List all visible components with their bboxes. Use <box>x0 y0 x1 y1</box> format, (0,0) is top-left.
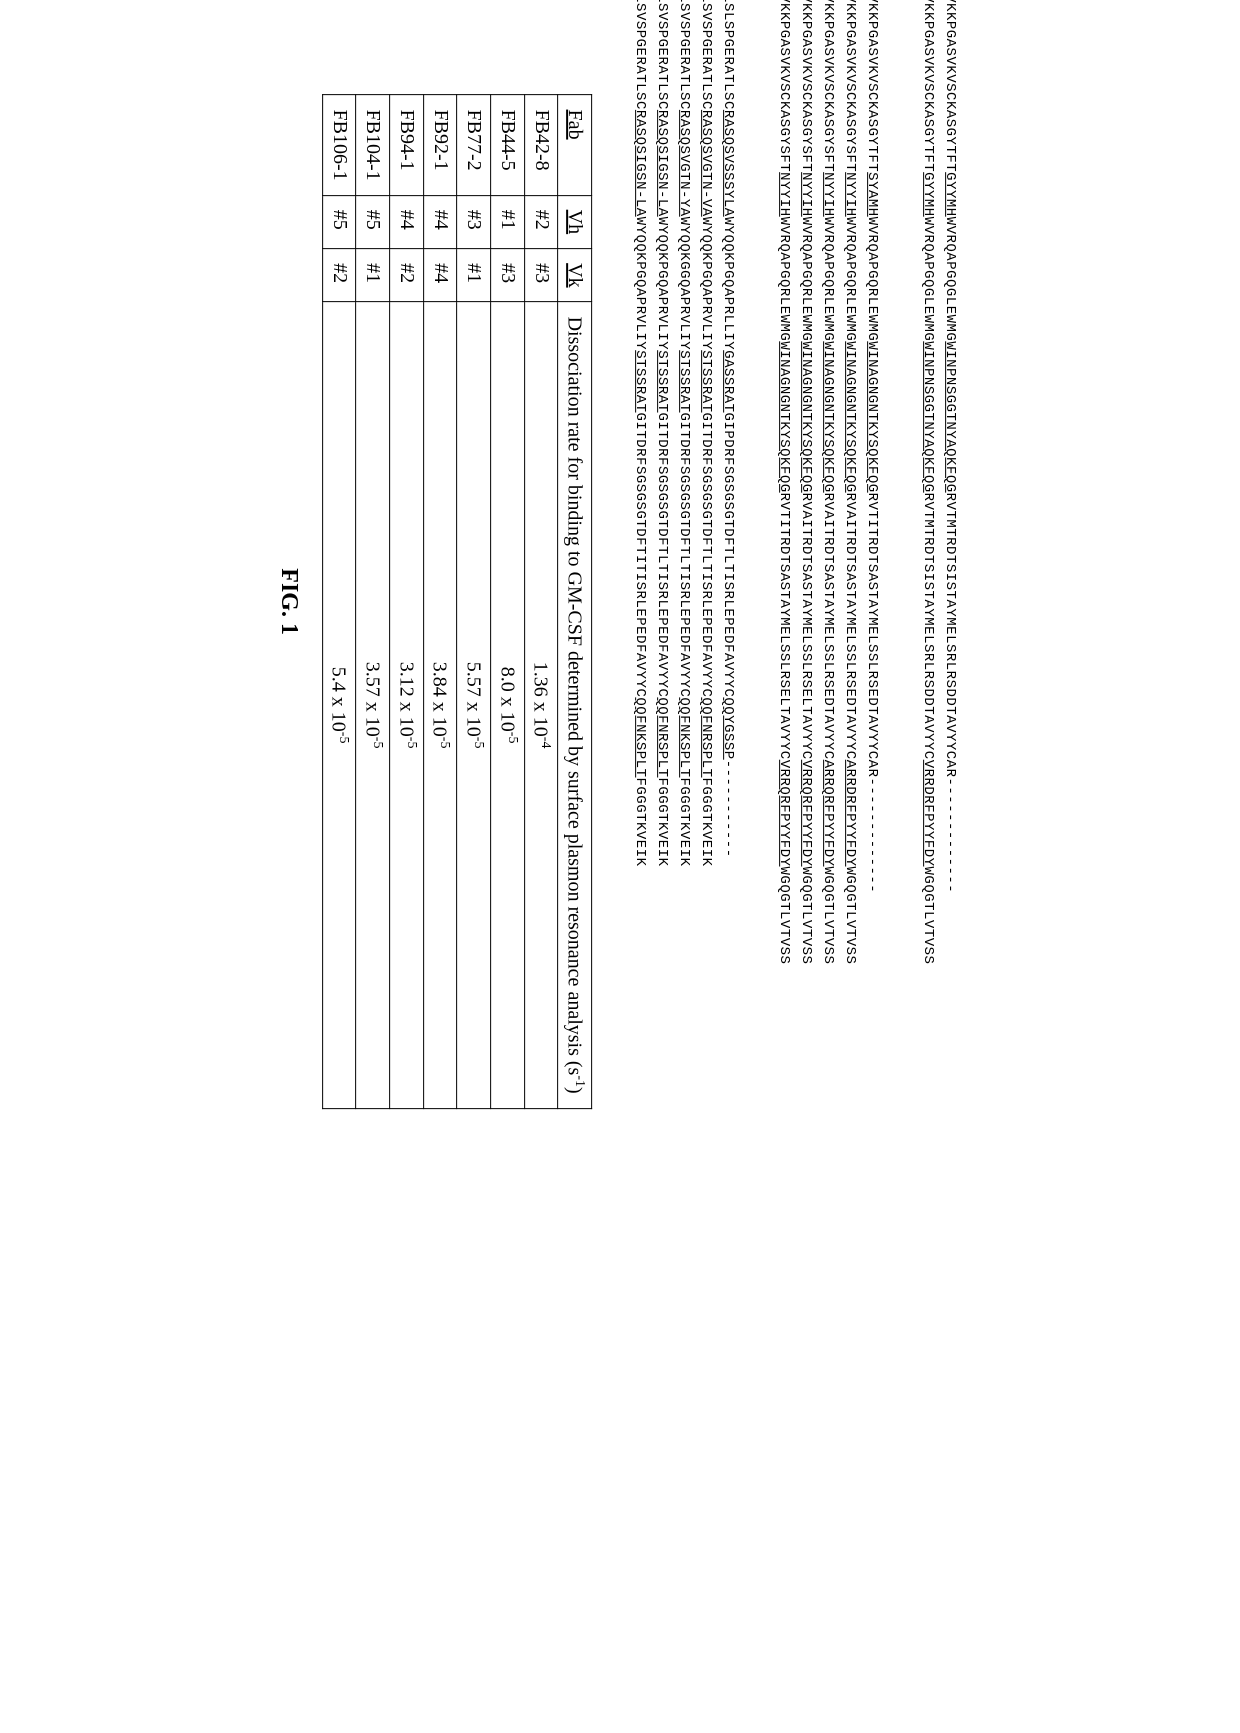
cell-dissociation: 1.36 x 10-4 <box>524 302 558 1108</box>
cell-vh: #2 <box>524 195 558 248</box>
cell-dissociation: 3.12 x 10-5 <box>390 302 424 1108</box>
cell-dissociation: 3.84 x 10-5 <box>423 302 457 1108</box>
sequence-group: VH1 1-03QVQLVQSGAEVKKPGASVKVSCKASGYTFTSY… <box>776 0 880 1418</box>
cell-dissociation: 3.57 x 10-5 <box>356 302 390 1108</box>
sequence-row: VK#1EIVLTQSPATLSVSPGERATLSCRASQSVGTN-VAW… <box>698 0 714 1418</box>
cell-vk: #3 <box>491 249 525 302</box>
table-row: FB94-1#4#23.12 x 10-5 <box>390 95 424 1108</box>
cell-dissociation: 5.57 x 10-5 <box>457 302 491 1108</box>
sequence-text: EIVLTQSPATLSVSPGERATLSCRASQSIGSN-LAWYQQK… <box>654 0 670 1418</box>
sequence-row: VH1 1-02QVQLVQSGAEVKKPGASVKVSCKASGYTFTGY… <box>942 0 958 1418</box>
cell-vh: #5 <box>356 195 390 248</box>
cell-vh: #1 <box>491 195 525 248</box>
col-dissociation: Dissociation rate for binding to GM-CSF … <box>558 302 592 1108</box>
sequence-text: QVQLVQSGAEVKKPGASVKVSCKASGYSFTNYYIHWVRQA… <box>798 0 814 1418</box>
sequence-group: VKIII A27EIVLTQSPGTLSLSPGERATLSCRASQSVSS… <box>632 0 736 1418</box>
cell-fab: FB94-1 <box>390 95 424 195</box>
table-row: FB104-1#5#13.57 x 10-5 <box>356 95 390 1108</box>
table-body: FB42-8#2#31.36 x 10-4FB44-5#1#38.0 x 10-… <box>322 95 558 1108</box>
cell-fab: FB77-2 <box>457 95 491 195</box>
cell-dissociation: 5.4 x 10-5 <box>322 302 356 1108</box>
cell-vk: #4 <box>423 249 457 302</box>
sequence-row: VK#3EIVLTQSPATLSVSPGERATLSCRASQSIGSN-LAW… <box>654 0 670 1418</box>
sequence-row: VH#2QVQLVQSGAEVKKPGASVKVSCKASGYSFTNYYIHW… <box>842 0 858 1418</box>
cell-fab: FB42-8 <box>524 95 558 195</box>
sequence-text: EIVLTQSPATLSVSPGERATLSCRASQSVGTN-YAWYQQK… <box>676 0 692 1418</box>
sequence-row: VKIII A27EIVLTQSPGTLSLSPGERATLSCRASQSVSS… <box>720 0 736 1418</box>
cell-dissociation: 8.0 x 10-5 <box>491 302 525 1108</box>
sequence-row: VH#5QVQLVQSGAEVKKPGASVKVSCKASGYSFTNYYIHW… <box>776 0 792 1418</box>
table-row: FB106-1#5#25.4 x 10-5 <box>322 95 356 1108</box>
cell-vh: #3 <box>457 195 491 248</box>
sequence-group: VH1 1-02QVQLVQSGAEVKKPGASVKVSCKASGYTFTGY… <box>920 0 958 1418</box>
sequence-row: VH1 1-03QVQLVQSGAEVKKPGASVKVSCKASGYTFTSY… <box>864 0 880 1418</box>
cell-vk: #2 <box>322 249 356 302</box>
cell-fab: FB44-5 <box>491 95 525 195</box>
figure-caption: FIG. 1 <box>275 0 302 1418</box>
sequence-text: QVQLVQSGAEVKKPGASVKVSCKASGYSFTNYYIHWVRQA… <box>842 0 858 1418</box>
sequence-text: QVQLVQSGAEVKKPGASVKVSCKASGYTFTSYAMHWVRQA… <box>864 0 880 1418</box>
sequence-text: QVQLVQSGAEVKKPGASVKVSCKASGYSFTNYYIHWVRQA… <box>776 0 792 1418</box>
sequence-text: EIVLTQSPATLSVSPGERATLSCRASQSVGTN-VAWYQQK… <box>698 0 714 1418</box>
cell-vh: #4 <box>423 195 457 248</box>
table-row: FB42-8#2#31.36 x 10-4 <box>524 95 558 1108</box>
col-vh: Vh <box>558 195 592 248</box>
sequence-text: QVQLVQSGAEVKKPGASVKVSCKASGYSFTNYYIHWVRQA… <box>820 0 836 1418</box>
cell-fab: FB92-1 <box>423 95 457 195</box>
sequence-alignments: VH1 1-02QVQLVQSGAEVKKPGASVKVSCKASGYTFTGY… <box>632 0 958 1418</box>
table-header-row: Fab Vh Vk Dissociation rate for binding … <box>558 95 592 1108</box>
sequence-row: VK#4EIVLTQSPATLSVSPGERATLSCRASQSIGSN-LAW… <box>632 0 648 1418</box>
sequence-text: QVQLVQSGAEVKKPGASVKVSCKASGYTFTGYYMHWVRQA… <box>920 0 936 1418</box>
sequence-text: EIVLTQSPGTLSLSPGERATLSCRASQSVSSSYLAWYQQK… <box>720 0 736 1418</box>
cell-vk: #2 <box>390 249 424 302</box>
dissociation-table: Fab Vh Vk Dissociation rate for binding … <box>322 95 592 1109</box>
col-vk: Vk <box>558 249 592 302</box>
col-fab: Fab <box>558 95 592 195</box>
cell-fab: FB106-1 <box>322 95 356 195</box>
cell-vk: #3 <box>524 249 558 302</box>
figure-container: VH1 1-02QVQLVQSGAEVKKPGASVKVSCKASGYTFTGY… <box>275 0 958 1418</box>
sequence-row: VH#1QVQLVQSGAEVKKPGASVKVSCKASGYTFTGYYMHW… <box>920 0 936 1418</box>
cell-vh: #5 <box>322 195 356 248</box>
table-row: FB92-1#4#43.84 x 10-5 <box>423 95 457 1108</box>
cell-vh: #4 <box>390 195 424 248</box>
sequence-row: VH#3QVQLVQSGAEVKKPGASVKVSCKASGYSFTNYYIHW… <box>820 0 836 1418</box>
sequence-row: VK#2EIVLTQSPATLSVSPGERATLSCRASQSVGTN-YAW… <box>676 0 692 1418</box>
cell-vk: #1 <box>457 249 491 302</box>
cell-vk: #1 <box>356 249 390 302</box>
cell-fab: FB104-1 <box>356 95 390 195</box>
sequence-text: EIVLTQSPATLSVSPGERATLSCRASQSIGSN-LAWYQQK… <box>632 0 648 1418</box>
sequence-text: QVQLVQSGAEVKKPGASVKVSCKASGYTFTGYYMHWVRQA… <box>942 0 958 1418</box>
sequence-row: VH#4QVQLVQSGAEVKKPGASVKVSCKASGYSFTNYYIHW… <box>798 0 814 1418</box>
table-row: FB44-5#1#38.0 x 10-5 <box>491 95 525 1108</box>
table-row: FB77-2#3#15.57 x 10-5 <box>457 95 491 1108</box>
